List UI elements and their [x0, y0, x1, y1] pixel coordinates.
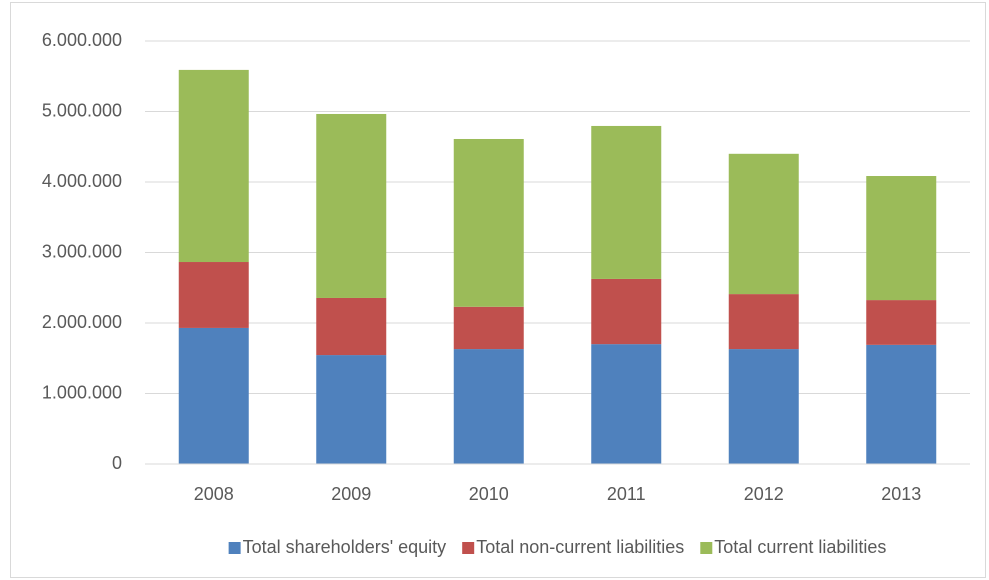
x-tick-label: 2009	[331, 484, 371, 504]
bar-segment	[178, 262, 249, 328]
x-tick-label: 2012	[744, 484, 784, 504]
legend-swatch	[228, 542, 241, 554]
x-tick-label: 2013	[881, 484, 921, 504]
y-tick-label: 0	[112, 453, 122, 473]
bar-segment	[316, 355, 387, 464]
legend-swatch	[700, 542, 713, 554]
bar-segment	[866, 344, 937, 464]
bar-segment	[728, 153, 799, 295]
x-tick-label: 2010	[469, 484, 509, 504]
y-tick-label: 5.000.000	[42, 100, 122, 120]
x-tick-label: 2011	[607, 484, 646, 504]
y-tick-label: 3.000.000	[42, 241, 122, 261]
bar-segment	[866, 176, 937, 301]
bar-segment	[178, 69, 249, 263]
y-tick-label: 2.000.000	[42, 312, 122, 332]
bar-segment	[728, 294, 799, 350]
bar-segment	[591, 278, 662, 345]
legend-swatch	[462, 542, 475, 554]
bar-segment	[591, 125, 662, 279]
bar-segment	[453, 306, 524, 350]
legend-label: Total non-current liabilities	[476, 537, 684, 557]
y-tick-label: 1.000.000	[42, 382, 122, 402]
legend-label: Total shareholders' equity	[243, 537, 447, 557]
bar-segment	[178, 327, 249, 464]
bar-segment	[316, 297, 387, 356]
bar-segment	[453, 349, 524, 464]
y-tick-label: 4.000.000	[42, 171, 122, 191]
y-tick-label: 6.000.000	[42, 30, 122, 50]
bar-segment	[316, 113, 387, 298]
bar-segment	[453, 138, 524, 307]
bar-segment	[866, 300, 937, 345]
bar-segment	[591, 344, 662, 464]
bar-segment	[728, 349, 799, 464]
legend-label: Total current liabilities	[714, 537, 886, 557]
x-tick-label: 2008	[194, 484, 234, 504]
